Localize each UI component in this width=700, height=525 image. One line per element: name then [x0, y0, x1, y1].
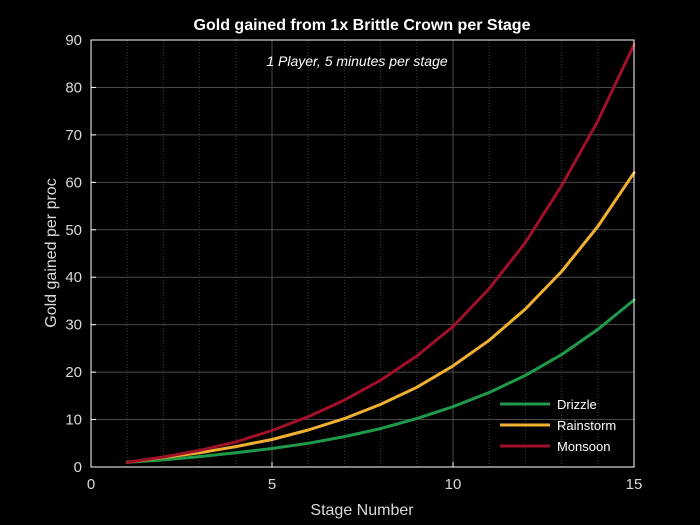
y-tick-label: 50 — [65, 222, 82, 239]
y-tick-label: 60 — [65, 174, 82, 191]
y-tick-label: 20 — [65, 364, 82, 381]
x-tick-label: 10 — [445, 476, 462, 493]
grid — [91, 40, 634, 467]
y-tick-label: 90 — [65, 32, 82, 49]
y-tick-label: 0 — [74, 459, 82, 476]
x-tick-label: 15 — [626, 476, 643, 493]
y-tick-label: 30 — [65, 317, 82, 334]
legend-label: Monsoon — [557, 439, 610, 454]
axis-ticks: 0 5 10 15 0 10 20 30 40 50 60 70 80 90 — [65, 32, 642, 493]
series-line-monsoon — [125, 43, 636, 464]
series-line-rainstorm — [125, 171, 636, 464]
plot-area — [91, 40, 634, 467]
series-line-drizzle — [125, 298, 636, 464]
series-lines — [125, 43, 636, 464]
legend-label: Rainstorm — [557, 418, 616, 433]
x-tick-label: 5 — [268, 476, 276, 493]
legend-label: Drizzle — [557, 397, 597, 412]
x-axis-label: Stage Number — [310, 502, 414, 519]
y-tick-label: 70 — [65, 127, 82, 144]
plot-frame — [90, 39, 635, 468]
y-tick-label: 10 — [65, 412, 82, 429]
y-tick-label: 80 — [65, 79, 82, 96]
x-tick-label: 0 — [87, 476, 95, 493]
legend: Drizzle Rainstorm Monsoon — [500, 397, 616, 454]
y-axis-label: Gold gained per proc — [43, 178, 60, 327]
chart-title: Gold gained from 1x Brittle Crown per St… — [194, 17, 531, 34]
chart-subtitle: 1 Player, 5 minutes per stage — [266, 53, 448, 69]
y-tick-label: 40 — [65, 269, 82, 286]
